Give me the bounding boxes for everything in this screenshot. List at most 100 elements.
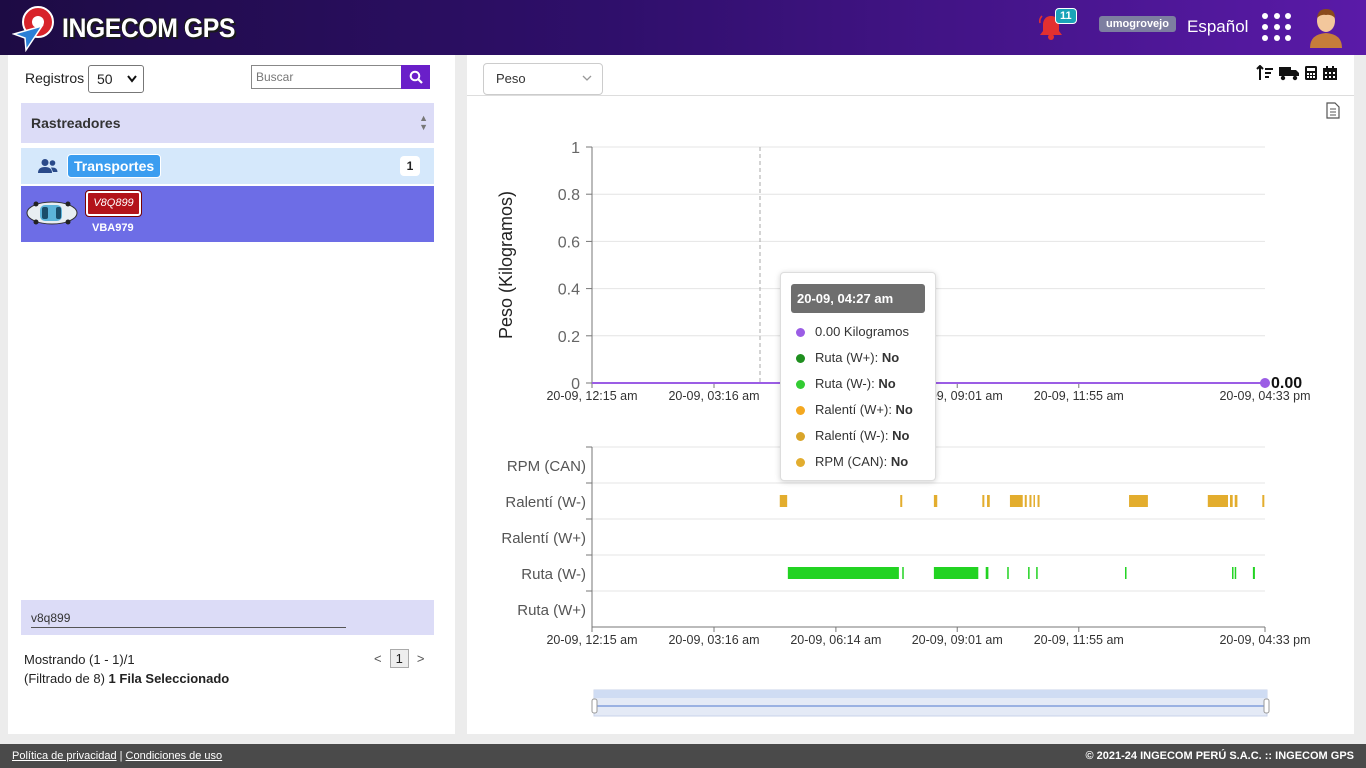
search-button[interactable] xyxy=(401,65,430,89)
pagination: < 1 > xyxy=(374,649,424,668)
group-row-transportes[interactable]: Transportes 1 xyxy=(21,148,434,184)
chevron-down-icon xyxy=(127,75,137,83)
toolbar-divider xyxy=(467,95,1354,96)
range-handle-left xyxy=(591,698,598,714)
timeline-bar xyxy=(779,495,788,507)
tooltip-row: Ralentí (W-): No xyxy=(781,423,935,449)
x-tick-label: 20-09, 03:16 am xyxy=(668,633,759,647)
filter-input[interactable]: v8q899 xyxy=(31,611,346,628)
terms-link[interactable]: Condiciones de uso xyxy=(125,750,223,762)
registros-label: Registros xyxy=(25,70,85,86)
timeline-bar xyxy=(987,495,990,507)
search-icon xyxy=(409,70,423,84)
timeline-category-label: RPM (CAN) xyxy=(507,458,586,475)
y-tick-label: 0.4 xyxy=(558,282,580,299)
timeline-bar xyxy=(1125,567,1127,579)
vehicle-name: VBA979 xyxy=(92,222,134,234)
registros-select-value: 50 xyxy=(97,71,113,87)
x-tick-label: 20-09, 09:01 am xyxy=(912,633,1003,647)
showing-info: Mostrando (1 - 1)/1 (Filtrado de 8) 1 Fi… xyxy=(24,650,229,688)
calendar-icon[interactable] xyxy=(1322,65,1338,81)
timeline-bar xyxy=(1028,567,1030,579)
y-axis-label: Peso (Kilogramos) xyxy=(496,191,516,339)
group-label[interactable]: Transportes xyxy=(67,154,162,178)
calculator-icon[interactable] xyxy=(1304,65,1318,81)
x-tick-label: 20-09, 04:33 pm xyxy=(1219,633,1310,647)
timeline-bar xyxy=(1234,495,1238,507)
legend-dot-icon xyxy=(796,380,805,389)
x-tick-label: 20-09, 11:55 am xyxy=(1034,633,1124,647)
chart-panel: Peso 0 xyxy=(467,55,1354,734)
copyright: © 2021-24 INGECOM PERÚ S.A.C. :: INGECOM… xyxy=(1085,750,1355,762)
range-navigator-top xyxy=(594,690,1267,698)
timeline-bar xyxy=(985,567,989,579)
x-tick-label: 20-09, 03:16 am xyxy=(668,389,759,403)
tooltip-row-label: Ralentí (W+): xyxy=(815,402,896,417)
legend-dot-icon xyxy=(796,432,805,441)
last-point xyxy=(1260,378,1270,388)
car-icon xyxy=(26,201,78,225)
footer-links: Política de privacidad | Condiciones de … xyxy=(12,750,222,762)
timeline-bar xyxy=(1037,495,1040,507)
timeline-bar xyxy=(1036,567,1038,579)
language-selector[interactable]: Español xyxy=(1187,17,1249,36)
legend-dot-icon xyxy=(796,354,805,363)
timeline-bar xyxy=(1232,567,1234,579)
rastreadores-header[interactable]: Rastreadores ▲ ▼ xyxy=(21,103,434,143)
y-tick-label: 0.2 xyxy=(558,329,580,346)
y-tick-label: 1 xyxy=(571,140,580,157)
registros-select[interactable]: 50 xyxy=(88,65,144,93)
timeline-bar xyxy=(902,567,904,579)
timeline-category-label: Ralentí (W+) xyxy=(501,530,586,547)
timeline-bar xyxy=(1252,567,1255,579)
logo-pin-icon xyxy=(12,6,54,52)
timeline-category-label: Ruta (W-) xyxy=(521,566,586,583)
tooltip-title: 20-09, 04:27 am xyxy=(791,284,925,313)
filtered-prefix: (Filtrado de 8) xyxy=(24,671,105,686)
toolbar xyxy=(1256,65,1338,81)
timeline-bar xyxy=(1207,495,1228,507)
legend-dot-icon xyxy=(796,406,805,415)
showing-count: Mostrando (1 - 1)/1 xyxy=(24,652,135,667)
search-input[interactable]: Buscar xyxy=(251,65,402,89)
truck-icon[interactable] xyxy=(1278,65,1300,81)
chart-tooltip: 20-09, 04:27 am 0.00 Kilogramos Ruta (W+)… xyxy=(780,272,936,481)
tracker-panel: Registros 50 Buscar Rastreadores ▲ ▼ Tran… xyxy=(8,55,455,734)
timeline-category-label: Ruta (W+) xyxy=(517,602,586,619)
users-icon xyxy=(38,159,58,173)
metric-select[interactable]: Peso xyxy=(483,63,603,95)
timeline-bar xyxy=(1007,567,1009,579)
tooltip-row-label: RPM (CAN): xyxy=(815,454,891,469)
top-bar: INGECOM GPS 11 umogrovejo Español xyxy=(0,0,1366,55)
timeline-bar xyxy=(1024,495,1027,507)
brand-logo[interactable]: INGECOM GPS xyxy=(12,4,250,52)
pager-page[interactable]: 1 xyxy=(389,649,409,668)
timeline-bar xyxy=(787,567,899,579)
export-document-icon[interactable] xyxy=(1326,102,1340,119)
sort-order-icon[interactable] xyxy=(1256,65,1274,81)
legend-dot-icon xyxy=(796,328,805,337)
avatar[interactable] xyxy=(1306,6,1346,48)
privacy-link[interactable]: Política de privacidad xyxy=(12,750,117,762)
timeline-bar xyxy=(1129,495,1148,507)
tooltip-row-value: No xyxy=(895,402,913,417)
tooltip-row: Ruta (W+): No xyxy=(781,345,935,371)
timeline-bar xyxy=(933,567,979,579)
metric-select-value: Peso xyxy=(496,71,526,86)
vehicle-row[interactable]: V8Q899 VBA979 xyxy=(21,186,434,242)
pager-next[interactable]: > xyxy=(416,651,425,666)
username-chip[interactable]: umogrovejo xyxy=(1099,16,1176,32)
tooltip-row: Ralentí (W+): No xyxy=(781,397,935,423)
pager-prev[interactable]: < xyxy=(374,651,382,666)
vehicle-plate: V8Q899 xyxy=(85,190,142,217)
tooltip-row-label: Ralentí (W-): xyxy=(815,428,893,443)
apps-grid-icon[interactable] xyxy=(1262,13,1292,43)
timeline-bar xyxy=(1033,495,1035,507)
x-tick-label: 20-09, 04:33 pm xyxy=(1219,389,1310,403)
filtered-selected: 1 Fila Seleccionado xyxy=(108,671,230,686)
timeline-category-label: Ralentí (W-) xyxy=(505,494,586,511)
filter-row: v8q899 xyxy=(21,600,434,635)
sort-icon[interactable]: ▲ ▼ xyxy=(419,113,428,132)
tooltip-row-label: Ruta (W-): xyxy=(815,376,879,391)
footer: Política de privacidad | Condiciones de … xyxy=(0,744,1366,768)
